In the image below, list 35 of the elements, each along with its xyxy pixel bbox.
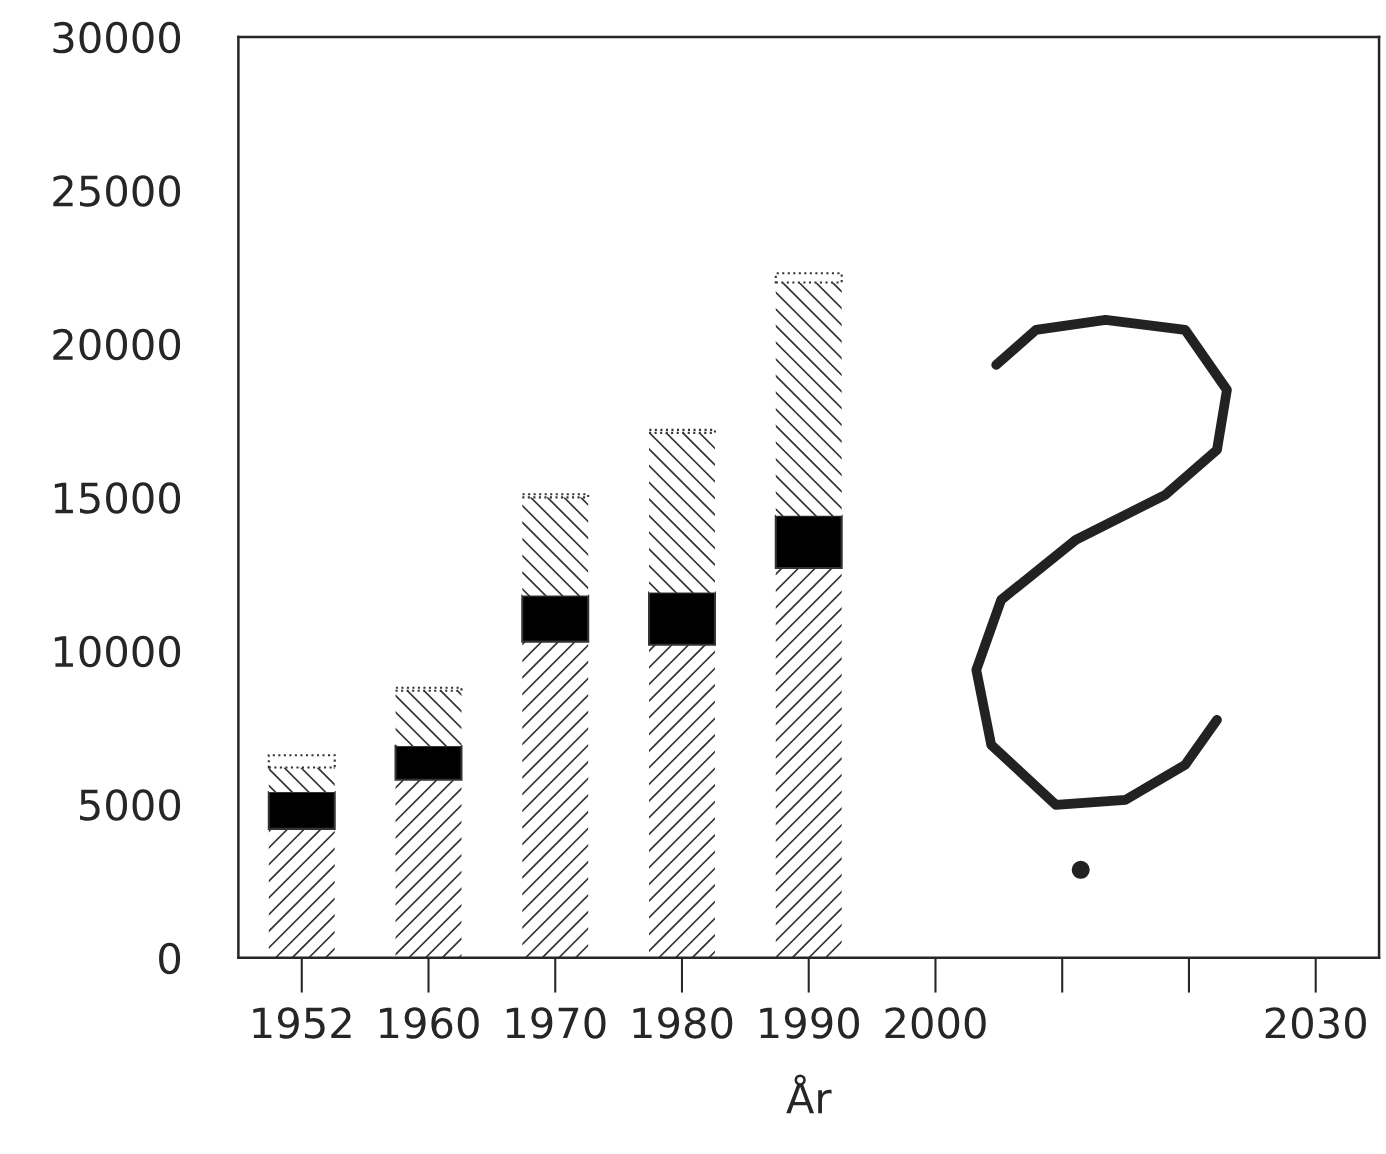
y-tick-label: 25000 — [53, 175, 181, 207]
bar — [267, 754, 336, 769]
y-tick-label: 15000 — [54, 482, 181, 514]
x-tick-label: 1960 — [380, 1007, 479, 1039]
y-tick-label: 30000 — [53, 21, 181, 54]
bar — [774, 514, 843, 570]
bar — [522, 641, 589, 958]
x-tick-label: 1980 — [633, 1007, 733, 1039]
bar — [649, 432, 715, 593]
x-tick-label: 2000 — [885, 1007, 986, 1039]
bar — [268, 767, 335, 793]
y-tick-label: 20000 — [53, 328, 181, 361]
x-tick-label: 1990 — [760, 1007, 859, 1039]
bar — [775, 282, 842, 516]
y-tick-label: 0 — [159, 942, 181, 975]
bar — [394, 744, 463, 781]
bar — [648, 591, 716, 646]
x-axis-title: År — [786, 1074, 832, 1114]
bar — [268, 828, 335, 958]
bar — [522, 497, 589, 596]
x-tick-label: 1952 — [253, 1007, 351, 1039]
bar — [395, 690, 462, 747]
bar — [395, 779, 462, 958]
x-tick-label: 2030 — [1265, 1007, 1366, 1039]
bar — [775, 567, 842, 958]
bar — [774, 272, 843, 284]
bar — [648, 428, 716, 434]
y-tick-label: 5000 — [80, 789, 181, 821]
bar — [521, 493, 590, 499]
bar — [649, 644, 715, 958]
bar — [521, 594, 590, 643]
y-tick-label: 10000 — [54, 635, 181, 668]
x-tick-label: 1970 — [506, 1007, 606, 1039]
bar — [267, 791, 336, 830]
bar — [394, 686, 463, 692]
